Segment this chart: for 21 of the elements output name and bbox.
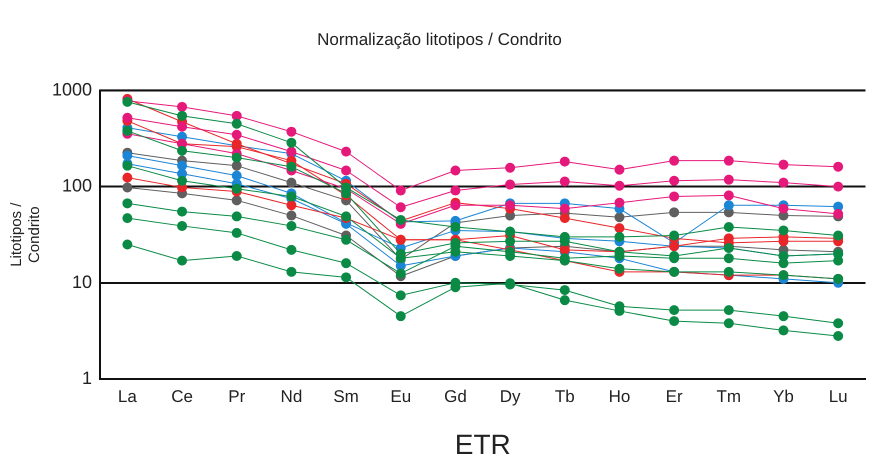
chart-title: Normalização litotipos / Condrito — [317, 30, 562, 49]
x-tick-label: Tb — [554, 386, 575, 406]
x-tick-label: Nd — [280, 386, 302, 406]
y-tick-label: 1 — [82, 368, 92, 388]
y-tick-label: 1000 — [52, 79, 92, 100]
y-tick-label: 100 — [62, 176, 92, 196]
x-tick-label: Gd — [444, 386, 467, 406]
x-tick-label: Eu — [390, 386, 412, 406]
x-tick-label: Sm — [333, 386, 359, 406]
x-tick-label: Er — [666, 386, 683, 406]
y-tick-label: 10 — [72, 272, 92, 292]
x-tick-label: Ho — [608, 386, 630, 406]
x-tick-label: Dy — [500, 386, 521, 406]
x-tick-label: Ce — [171, 386, 193, 406]
x-tick-label: La — [118, 386, 138, 406]
x-tick-label: Pr — [228, 386, 246, 406]
y-axis-title: Litotipos / Condrito — [8, 202, 44, 267]
x-tick-label: Lu — [828, 386, 848, 406]
x-tick-label: Tm — [716, 386, 742, 406]
x-tick-label: Yb — [773, 386, 794, 406]
x-axis-title: ETR — [454, 428, 511, 460]
